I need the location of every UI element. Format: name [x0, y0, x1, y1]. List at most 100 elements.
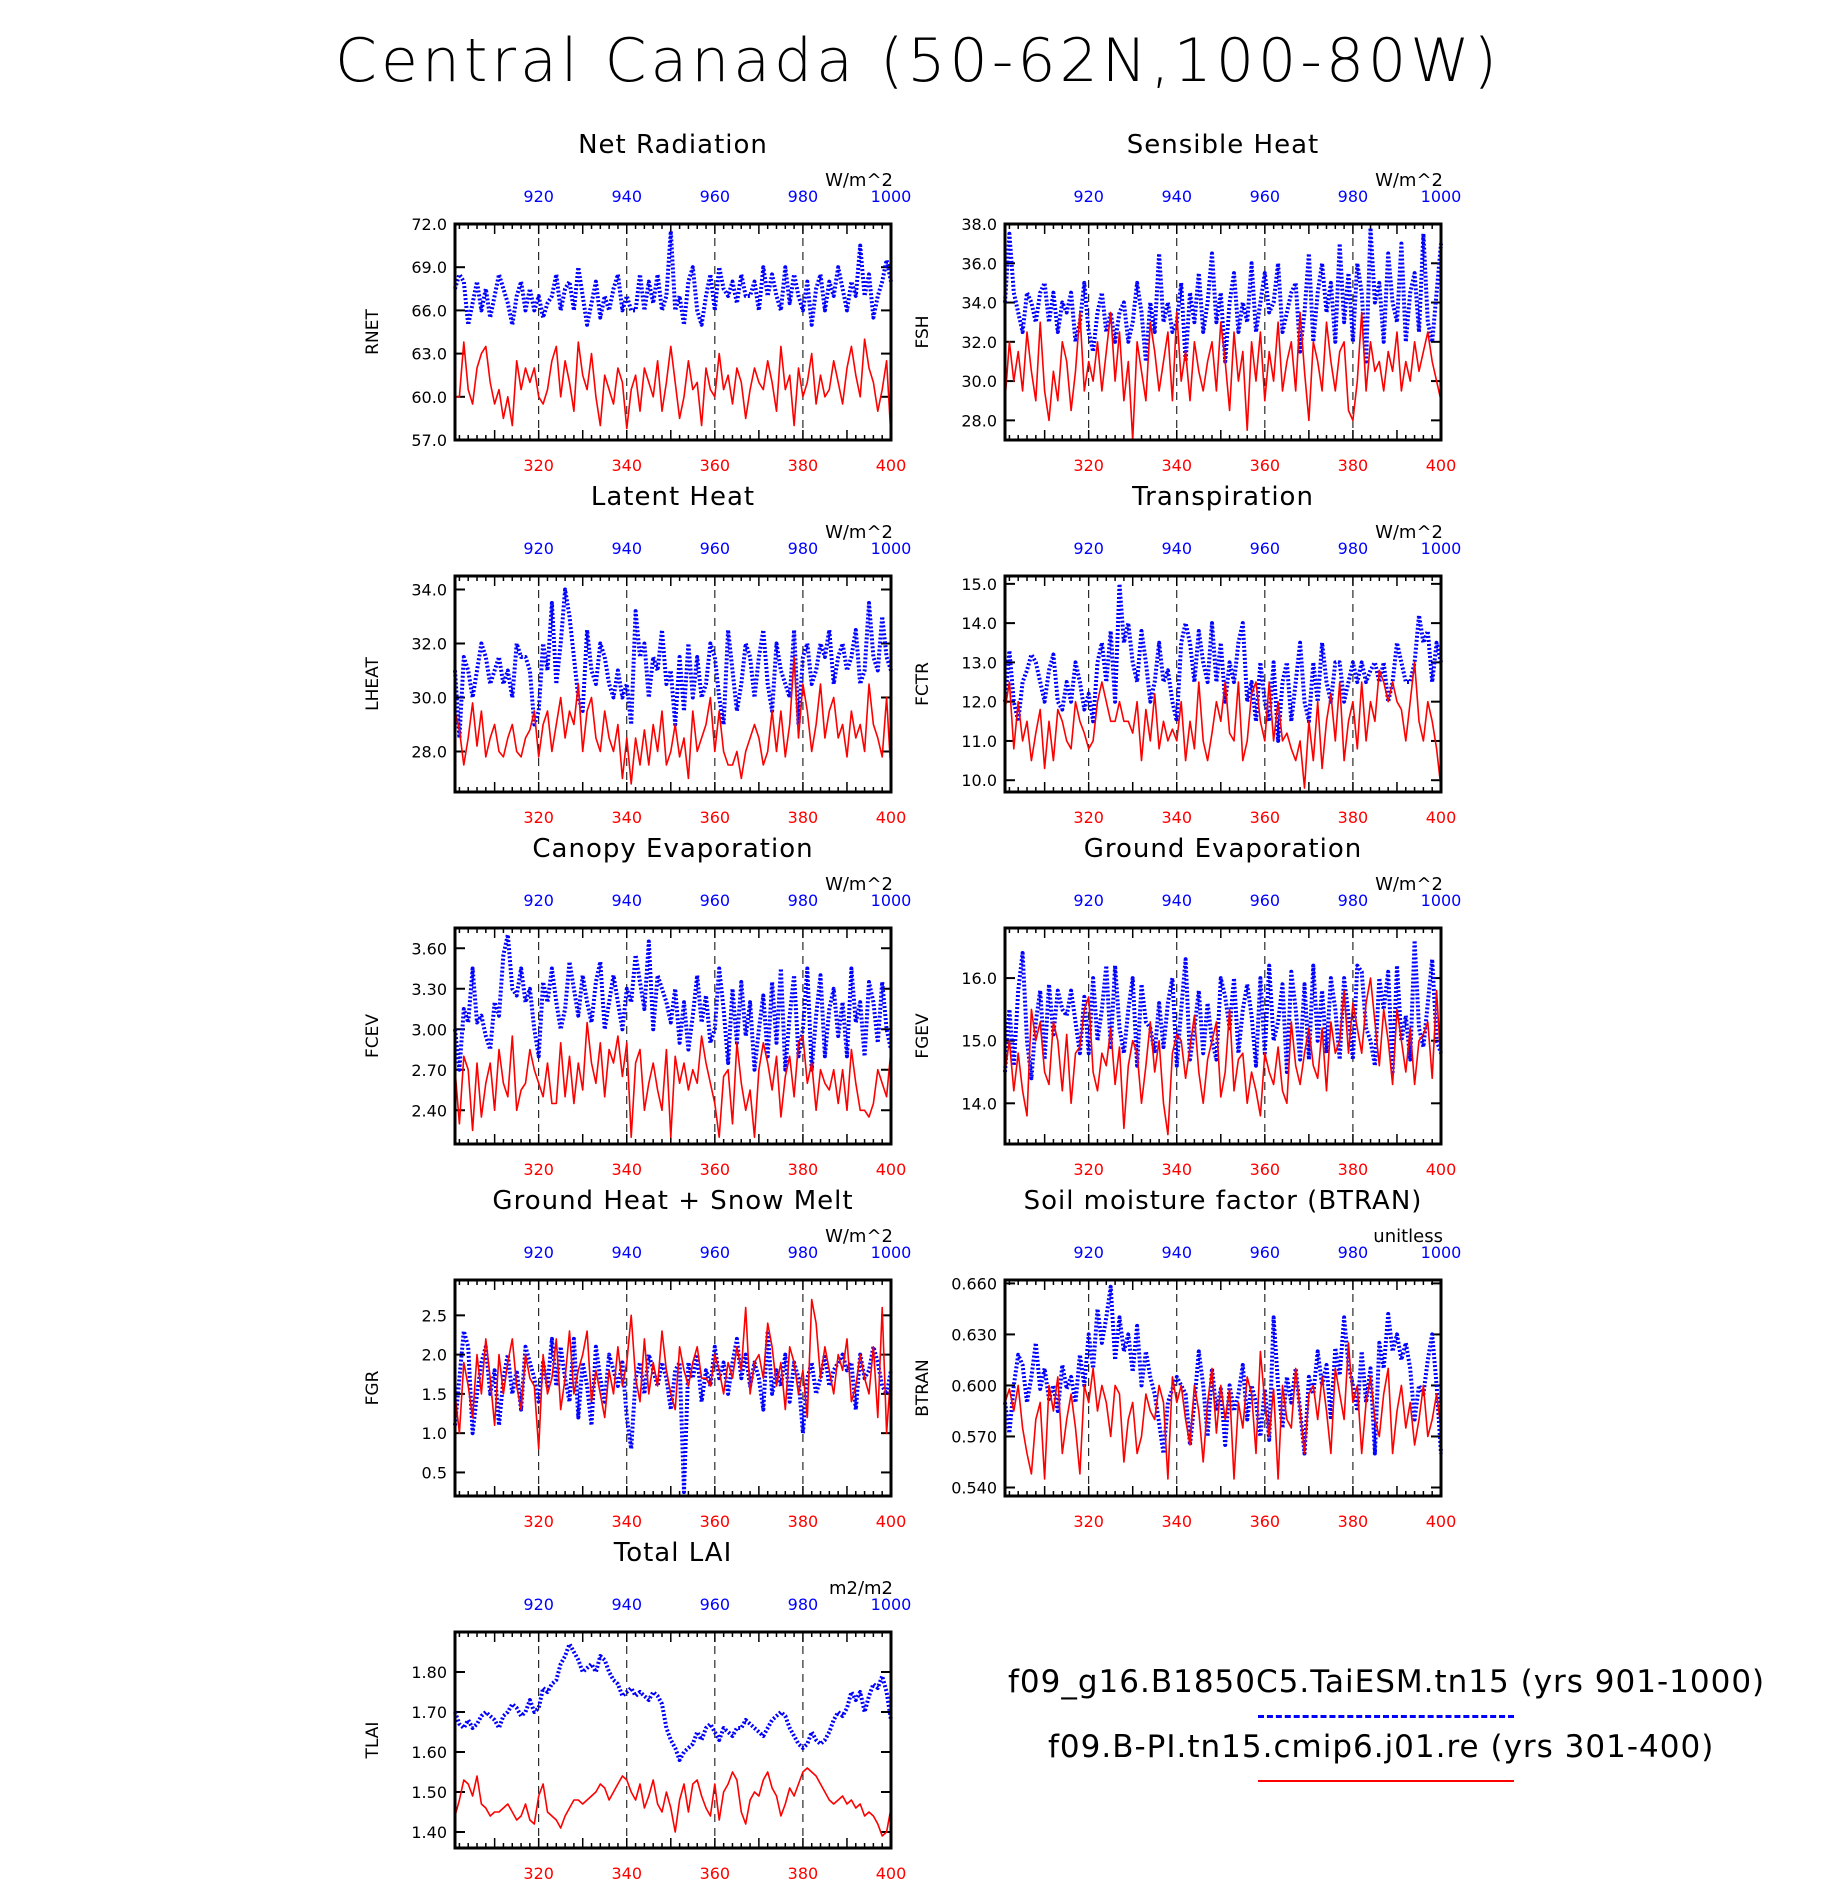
- series-line-exp1: [453, 932, 893, 1072]
- units-label: W/m^2: [1375, 874, 1443, 895]
- x-bottom-tick-label: 380: [788, 1160, 819, 1179]
- series-line-exp2: [454, 1021, 892, 1139]
- x-bottom-tick-label: 380: [1338, 808, 1369, 827]
- x-bottom-tick-label: 340: [611, 1864, 642, 1883]
- x-top-tick-label: 960: [700, 187, 731, 206]
- panel-title: Soil moisture factor (BTRAN): [1024, 1186, 1423, 1216]
- x-top-tick-label: 920: [523, 539, 554, 558]
- y-tick-label: 15.0: [961, 1032, 997, 1051]
- units-label: W/m^2: [825, 522, 893, 543]
- x-top-tick-label: 1000: [871, 891, 912, 910]
- x-bottom-tick-label: 380: [1338, 1160, 1369, 1179]
- series-line-exp2: [454, 1767, 892, 1837]
- y-tick-label: 57.0: [411, 431, 447, 450]
- y-tick-label: 0.600: [951, 1376, 997, 1395]
- x-bottom-tick-label: 400: [876, 1512, 907, 1531]
- series-line-exp2: [454, 656, 892, 785]
- x-top-tick-label: 920: [523, 1595, 554, 1614]
- y-tick-label: 0.570: [951, 1427, 997, 1446]
- x-bottom-tick-label: 400: [876, 1160, 907, 1179]
- y-axis-label: FCEV: [363, 1014, 383, 1058]
- x-bottom-tick-label: 340: [611, 1160, 642, 1179]
- panel-ground-heat-snow-melt: Ground Heat + Snow Melt W/m^2 FGR 0.5 1.0 1.5…: [363, 1186, 912, 1531]
- x-bottom-tick-label: 360: [1250, 456, 1281, 475]
- x-top-tick-label: 980: [1338, 187, 1369, 206]
- x-top-tick-label: 1000: [871, 187, 912, 206]
- x-top-tick-label: 1000: [871, 539, 912, 558]
- x-bottom-tick-label: 340: [1161, 808, 1192, 827]
- x-top-tick-label: 940: [1161, 1243, 1192, 1262]
- panel-latent-heat: Latent Heat W/m^2 LHEAT 28.0 30.0 32.0 34.0 320…: [363, 482, 912, 827]
- figure-title: Central Canada (50-62N,100-80W): [335, 26, 1501, 96]
- x-top-tick-label: 920: [1073, 539, 1104, 558]
- x-bottom-tick-label: 320: [523, 808, 554, 827]
- legend-exp2-swatch: [1258, 1780, 1514, 1782]
- y-tick-label: 63.0: [411, 345, 447, 364]
- x-top-tick-label: 1000: [1421, 539, 1462, 558]
- panel-title: Latent Heat: [591, 482, 755, 512]
- panel-title: Net Radiation: [578, 130, 768, 160]
- panel-soil-moisture-factor: Soil moisture factor (BTRAN) unitless BTRA…: [913, 1186, 1461, 1531]
- y-tick-label: 32.0: [411, 635, 447, 654]
- y-tick-label: 1.0: [422, 1424, 447, 1443]
- x-bottom-tick-label: 380: [788, 1512, 819, 1531]
- y-tick-label: 2.70: [411, 1061, 447, 1080]
- x-bottom-tick-label: 380: [1338, 456, 1369, 475]
- y-tick-label: 2.5: [422, 1306, 447, 1325]
- y-tick-label: 14.0: [961, 614, 997, 633]
- y-tick-label: 0.630: [951, 1325, 997, 1344]
- x-top-tick-label: 980: [788, 187, 819, 206]
- x-top-tick-label: 940: [611, 539, 642, 558]
- units-label: W/m^2: [825, 1226, 893, 1247]
- y-axis-label: FCTR: [913, 662, 933, 706]
- panel-total-lai: Total LAI m2/m2 TLAI 1.40 1.50 1.60 1.70 1.80 32…: [363, 1538, 912, 1883]
- series-line-exp1: [453, 229, 893, 327]
- y-axis-label: RNET: [363, 309, 383, 355]
- x-top-tick-label: 1000: [871, 1243, 912, 1262]
- y-tick-label: 1.5: [422, 1385, 447, 1404]
- x-bottom-tick-label: 400: [876, 808, 907, 827]
- x-top-tick-label: 980: [1338, 891, 1369, 910]
- y-tick-label: 32.0: [961, 333, 997, 352]
- x-top-tick-label: 940: [611, 187, 642, 206]
- x-bottom-tick-label: 360: [1250, 808, 1281, 827]
- panel-sensible-heat: Sensible Heat W/m^2 FSH 28.0 30.0 32.0 34.0 36.…: [913, 130, 1462, 475]
- x-top-tick-label: 980: [788, 539, 819, 558]
- y-axis-label: LHEAT: [363, 657, 383, 711]
- x-top-tick-label: 1000: [1421, 187, 1462, 206]
- panel-title: Canopy Evaporation: [532, 834, 813, 864]
- panel-title: Ground Heat + Snow Melt: [492, 1186, 853, 1216]
- x-bottom-tick-label: 360: [1250, 1160, 1281, 1179]
- x-bottom-tick-label: 380: [788, 1864, 819, 1883]
- y-axis-label: FGEV: [913, 1013, 933, 1059]
- x-bottom-tick-label: 340: [611, 808, 642, 827]
- y-tick-label: 28.0: [411, 743, 447, 762]
- series-line-exp2: [1004, 661, 1442, 789]
- x-top-tick-label: 960: [1250, 1243, 1281, 1262]
- x-top-tick-label: 960: [1250, 539, 1281, 558]
- series-line-exp1: [453, 1642, 893, 1762]
- x-bottom-tick-label: 360: [700, 1160, 731, 1179]
- units-label: unitless: [1373, 1226, 1443, 1247]
- units-label: W/m^2: [825, 874, 893, 895]
- y-tick-label: 72.0: [411, 215, 447, 234]
- x-top-tick-label: 980: [1338, 1243, 1369, 1262]
- x-top-tick-label: 960: [700, 1243, 731, 1262]
- x-bottom-tick-label: 320: [523, 1864, 554, 1883]
- x-top-tick-label: 980: [788, 1595, 819, 1614]
- x-bottom-tick-label: 380: [788, 456, 819, 475]
- x-bottom-tick-label: 340: [611, 1512, 642, 1531]
- x-bottom-tick-label: 320: [1073, 808, 1104, 827]
- x-bottom-tick-label: 400: [1426, 456, 1457, 475]
- x-bottom-tick-label: 320: [523, 456, 554, 475]
- y-tick-label: 3.30: [411, 980, 447, 999]
- y-axis-label: FGR: [363, 1370, 383, 1405]
- y-tick-label: 11.0: [961, 732, 997, 751]
- y-tick-label: 16.0: [961, 969, 997, 988]
- y-tick-label: 1.40: [411, 1823, 447, 1842]
- x-top-tick-label: 1000: [871, 1595, 912, 1614]
- y-tick-label: 3.60: [411, 939, 447, 958]
- y-tick-label: 2.0: [422, 1346, 447, 1365]
- plot-frame: [453, 1630, 893, 1850]
- x-top-tick-label: 980: [788, 891, 819, 910]
